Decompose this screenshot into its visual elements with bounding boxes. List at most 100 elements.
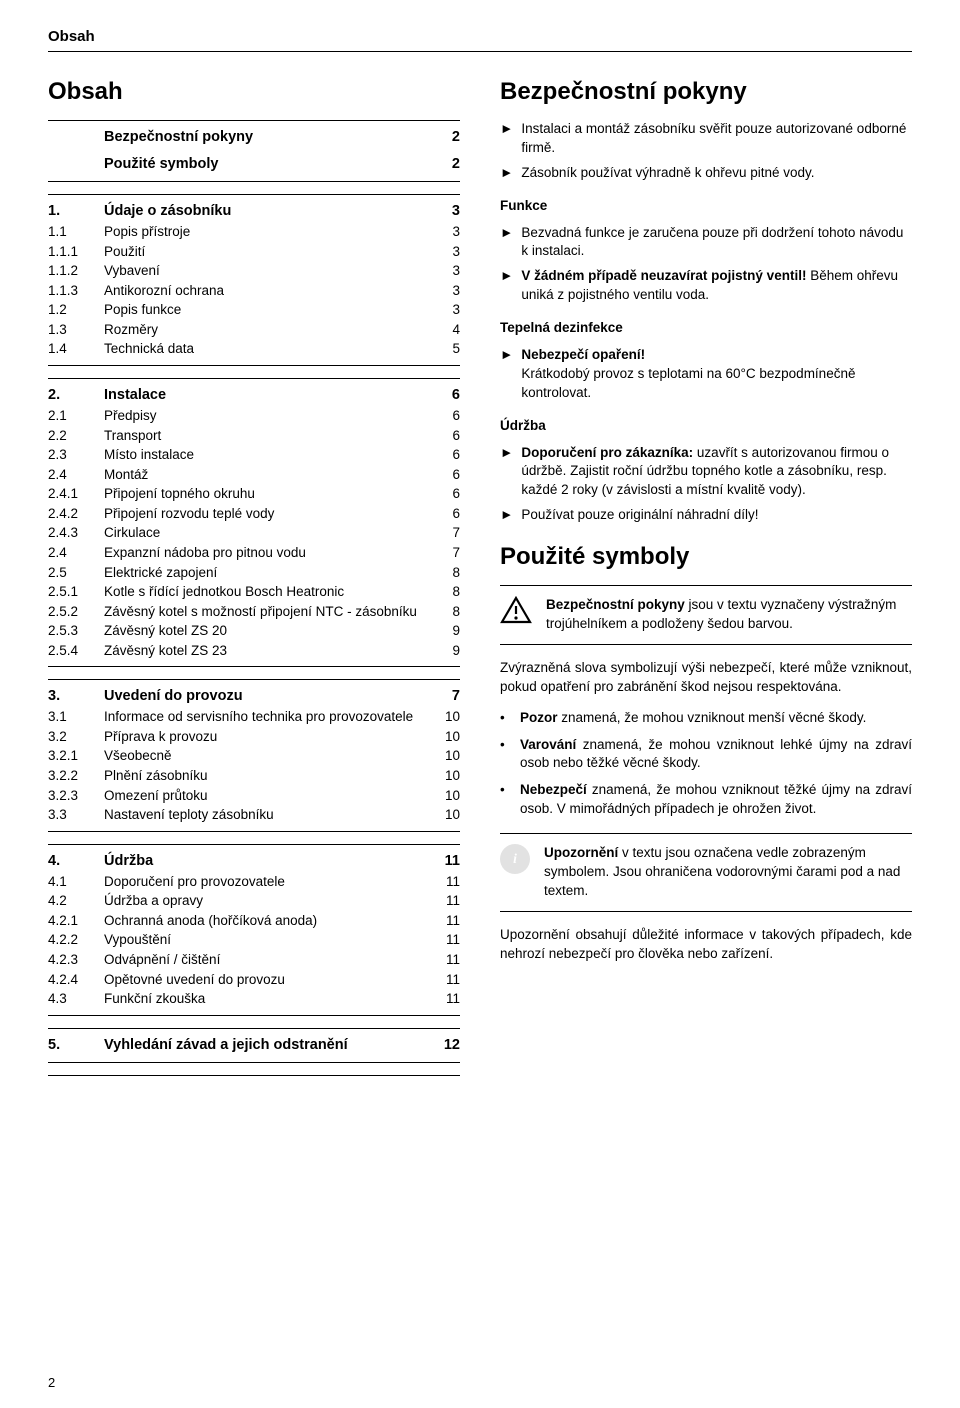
toc-label: Závěsný kotel ZS 20 [104, 621, 432, 641]
toc-number: 2.5.2 [48, 602, 104, 622]
toc-row: 2.5.2Závěsný kotel s možností připojení … [48, 602, 460, 622]
toc-row: 2.4.2Připojení rozvodu teplé vody6 [48, 504, 460, 524]
toc-page: 11 [432, 911, 460, 931]
toc-page: 11 [432, 891, 460, 911]
toc-number: 4.2.2 [48, 930, 104, 950]
bullet-item: ►Instalaci a montáž zásobníku svěřit pou… [500, 120, 912, 158]
toc-row: Bezpečnostní pokyny2 [48, 127, 460, 148]
toc-page: 7 [432, 543, 460, 563]
toc-row: 1.2Popis funkce3 [48, 300, 460, 320]
toc-row: 3.Uvedení do provozu7 [48, 686, 460, 707]
warning-box: Bezpečnostní pokyny jsou v textu vyznače… [500, 585, 912, 645]
toc-label: Montáž [104, 465, 432, 485]
toc-group: 1.Údaje o zásobníku31.1Popis přístroje31… [48, 194, 460, 366]
tepelna-bullets: ►Nebezpečí opaření!Krátkodobý provoz s t… [500, 346, 912, 403]
toc-row: 2.2Transport6 [48, 426, 460, 446]
info-box: i Upozornění v textu jsou označena vedle… [500, 833, 912, 912]
toc-label: Nastavení teploty zásobníku [104, 805, 432, 825]
dot-marker-icon: • [500, 736, 510, 774]
toc-page: 3 [432, 261, 460, 281]
warning-triangle-icon [500, 596, 532, 624]
bullet-text: Instalaci a montáž zásobníku svěřit pouz… [521, 120, 912, 158]
toc-page: 8 [432, 602, 460, 622]
toc-page: 3 [432, 300, 460, 320]
toc-row: 2.4Montáž6 [48, 465, 460, 485]
toc-group: 3.Uvedení do provozu73.1Informace od ser… [48, 679, 460, 831]
bullet-item: ►Zásobník používat výhradně k ohřevu pit… [500, 164, 912, 183]
toc-label: Antikorozní ochrana [104, 281, 432, 301]
toc-row: 2.4.1Připojení topného okruhu6 [48, 484, 460, 504]
toc-label: Použití [104, 242, 432, 262]
dot-text: Pozor znamená, že mohou vzniknout menší … [520, 709, 866, 728]
bullet-marker-icon: ► [500, 506, 513, 525]
toc-row: 4.Údržba11 [48, 851, 460, 872]
toc-row: 2.3Místo instalace6 [48, 445, 460, 465]
bullet-marker-icon: ► [500, 267, 513, 305]
toc-label: Použité symboly [104, 154, 432, 175]
toc-page: 7 [432, 523, 460, 543]
toc-row: 1.Údaje o zásobníku3 [48, 201, 460, 222]
toc-label: Všeobecně [104, 746, 432, 766]
toc-page: 3 [432, 242, 460, 262]
toc-number: 2.4 [48, 465, 104, 485]
safety-title: Bezpečnostní pokyny [500, 78, 912, 106]
toc-label: Informace od servisního technika pro pro… [104, 707, 432, 727]
toc-page: 12 [432, 1035, 460, 1056]
toc-row: 4.2.1Ochranná anoda (hořčíková anoda)11 [48, 911, 460, 931]
toc-label: Údržba a opravy [104, 891, 432, 911]
toc-number: 4.2.3 [48, 950, 104, 970]
toc-number: 2.5.1 [48, 582, 104, 602]
toc-row: 3.2.1Všeobecně10 [48, 746, 460, 766]
toc-page: 8 [432, 563, 460, 583]
toc-number: 1. [48, 201, 104, 222]
toc-number: 1.2 [48, 300, 104, 320]
para-info: Upozornění obsahují důležité informace v… [500, 926, 912, 964]
funkce-head: Funkce [500, 197, 912, 216]
dot-text: Varování znamená, že mohou vzniknout leh… [520, 736, 912, 774]
toc-label: Technická data [104, 339, 432, 359]
content-columns: Obsah Bezpečnostní pokyny2Použité symbol… [48, 78, 912, 1086]
toc-page: 11 [432, 989, 460, 1009]
toc-row: 4.2.3Odvápnění / čištění11 [48, 950, 460, 970]
toc-number: 4.3 [48, 989, 104, 1009]
toc-row: 4.2.4Opětovné uvedení do provozu11 [48, 970, 460, 990]
toc-row: 3.2.3Omezení průtoku10 [48, 786, 460, 806]
intro-bullets: ►Instalaci a montáž zásobníku svěřit pou… [500, 120, 912, 183]
toc-label: Plnění zásobníku [104, 766, 432, 786]
bullet-item: ►Bezvadná funkce je zaručena pouze při d… [500, 224, 912, 262]
toc-label: Vypouštění [104, 930, 432, 950]
toc-number: 2.4.2 [48, 504, 104, 524]
bullet-text: Doporučení pro zákazníka: uzavřít s auto… [521, 444, 912, 501]
udrzba-head: Údržba [500, 417, 912, 436]
toc-number: 2.5.3 [48, 621, 104, 641]
toc-number: 2.3 [48, 445, 104, 465]
toc-page: 11 [432, 950, 460, 970]
toc-page: 3 [432, 281, 460, 301]
udrzba-bullets: ► Doporučení pro zákazníka: uzavřít s aut… [500, 444, 912, 526]
toc-page: 9 [432, 621, 460, 641]
toc-row: 2.5Elektrické zapojení8 [48, 563, 460, 583]
toc-number: 2.1 [48, 406, 104, 426]
toc-page: 2 [432, 127, 460, 148]
toc-page: 10 [432, 805, 460, 825]
toc-row: 2.5.4Závěsný kotel ZS 239 [48, 641, 460, 661]
toc-number: 4.1 [48, 872, 104, 892]
toc-number: 2.5 [48, 563, 104, 583]
toc-end-rule [48, 1075, 460, 1076]
bullet-text: Zásobník používat výhradně k ohřevu pitn… [521, 164, 814, 183]
toc-title: Obsah [48, 78, 460, 106]
toc-page: 5 [432, 339, 460, 359]
toc-row: Použité symboly2 [48, 154, 460, 175]
toc-label: Transport [104, 426, 432, 446]
toc-page: 11 [432, 970, 460, 990]
toc-page: 3 [432, 222, 460, 242]
toc-row: 1.3Rozměry4 [48, 320, 460, 340]
toc-number: 3. [48, 686, 104, 707]
toc-label: Uvedení do provozu [104, 686, 432, 707]
toc-group: Bezpečnostní pokyny2 Použité symboly2 [48, 120, 460, 182]
page-number: 2 [48, 1375, 55, 1390]
toc-page: 10 [432, 786, 460, 806]
toc-label: Příprava k provozu [104, 727, 432, 747]
toc-label: Připojení rozvodu teplé vody [104, 504, 432, 524]
toc-row: 3.1Informace od servisního technika pro … [48, 707, 460, 727]
